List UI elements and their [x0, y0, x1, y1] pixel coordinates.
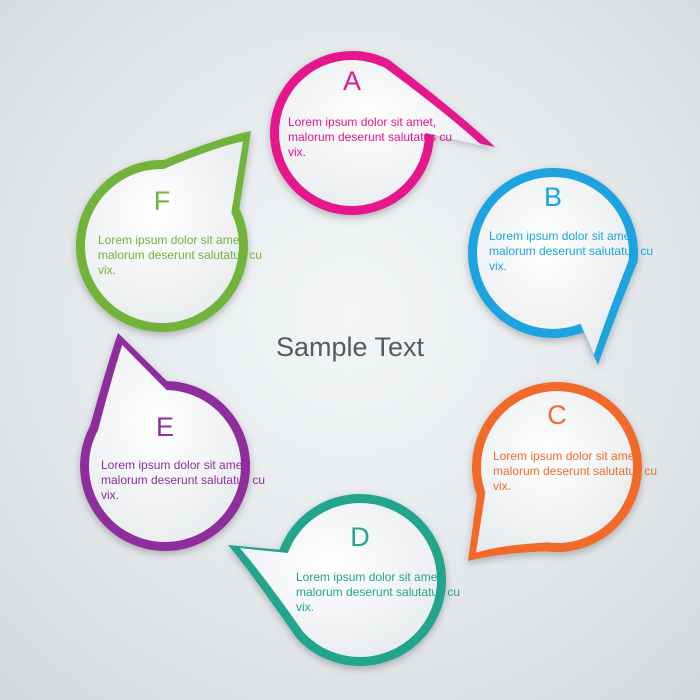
bubble-d-body — [239, 503, 438, 658]
bubble-f-letter: F — [153, 186, 171, 216]
bubble-a-body — [278, 59, 483, 206]
bubble-c-body — [476, 391, 634, 553]
bubble-b-body — [476, 176, 629, 355]
bubble-e-body — [88, 344, 241, 542]
bubble-e-letter: E — [155, 412, 174, 442]
bubble-a-letter: A — [342, 66, 361, 96]
bubble-f-text: Lorem ipsum dolor sit amet, malorum dese… — [98, 233, 263, 277]
bubble-a-text: Lorem ipsum dolor sit amet, malorum dese… — [288, 115, 453, 159]
bubble-b-letter: B — [543, 182, 562, 212]
bubble-c-text: Lorem ipsum dolor sit amet, malorum dese… — [493, 449, 658, 493]
bubble-f-body — [84, 141, 243, 323]
bubble-d-text: Lorem ipsum dolor sit amet, malorum dese… — [296, 570, 461, 614]
center-title: Sample Text — [275, 332, 425, 362]
bubble-e-text: Lorem ipsum dolor sit amet, malorum dese… — [101, 458, 266, 502]
bubble-b-text: Lorem ipsum dolor sit amet, malorum dese… — [489, 229, 654, 273]
bubble-c-letter: C — [547, 400, 567, 430]
bubble-d-letter: D — [350, 522, 370, 552]
